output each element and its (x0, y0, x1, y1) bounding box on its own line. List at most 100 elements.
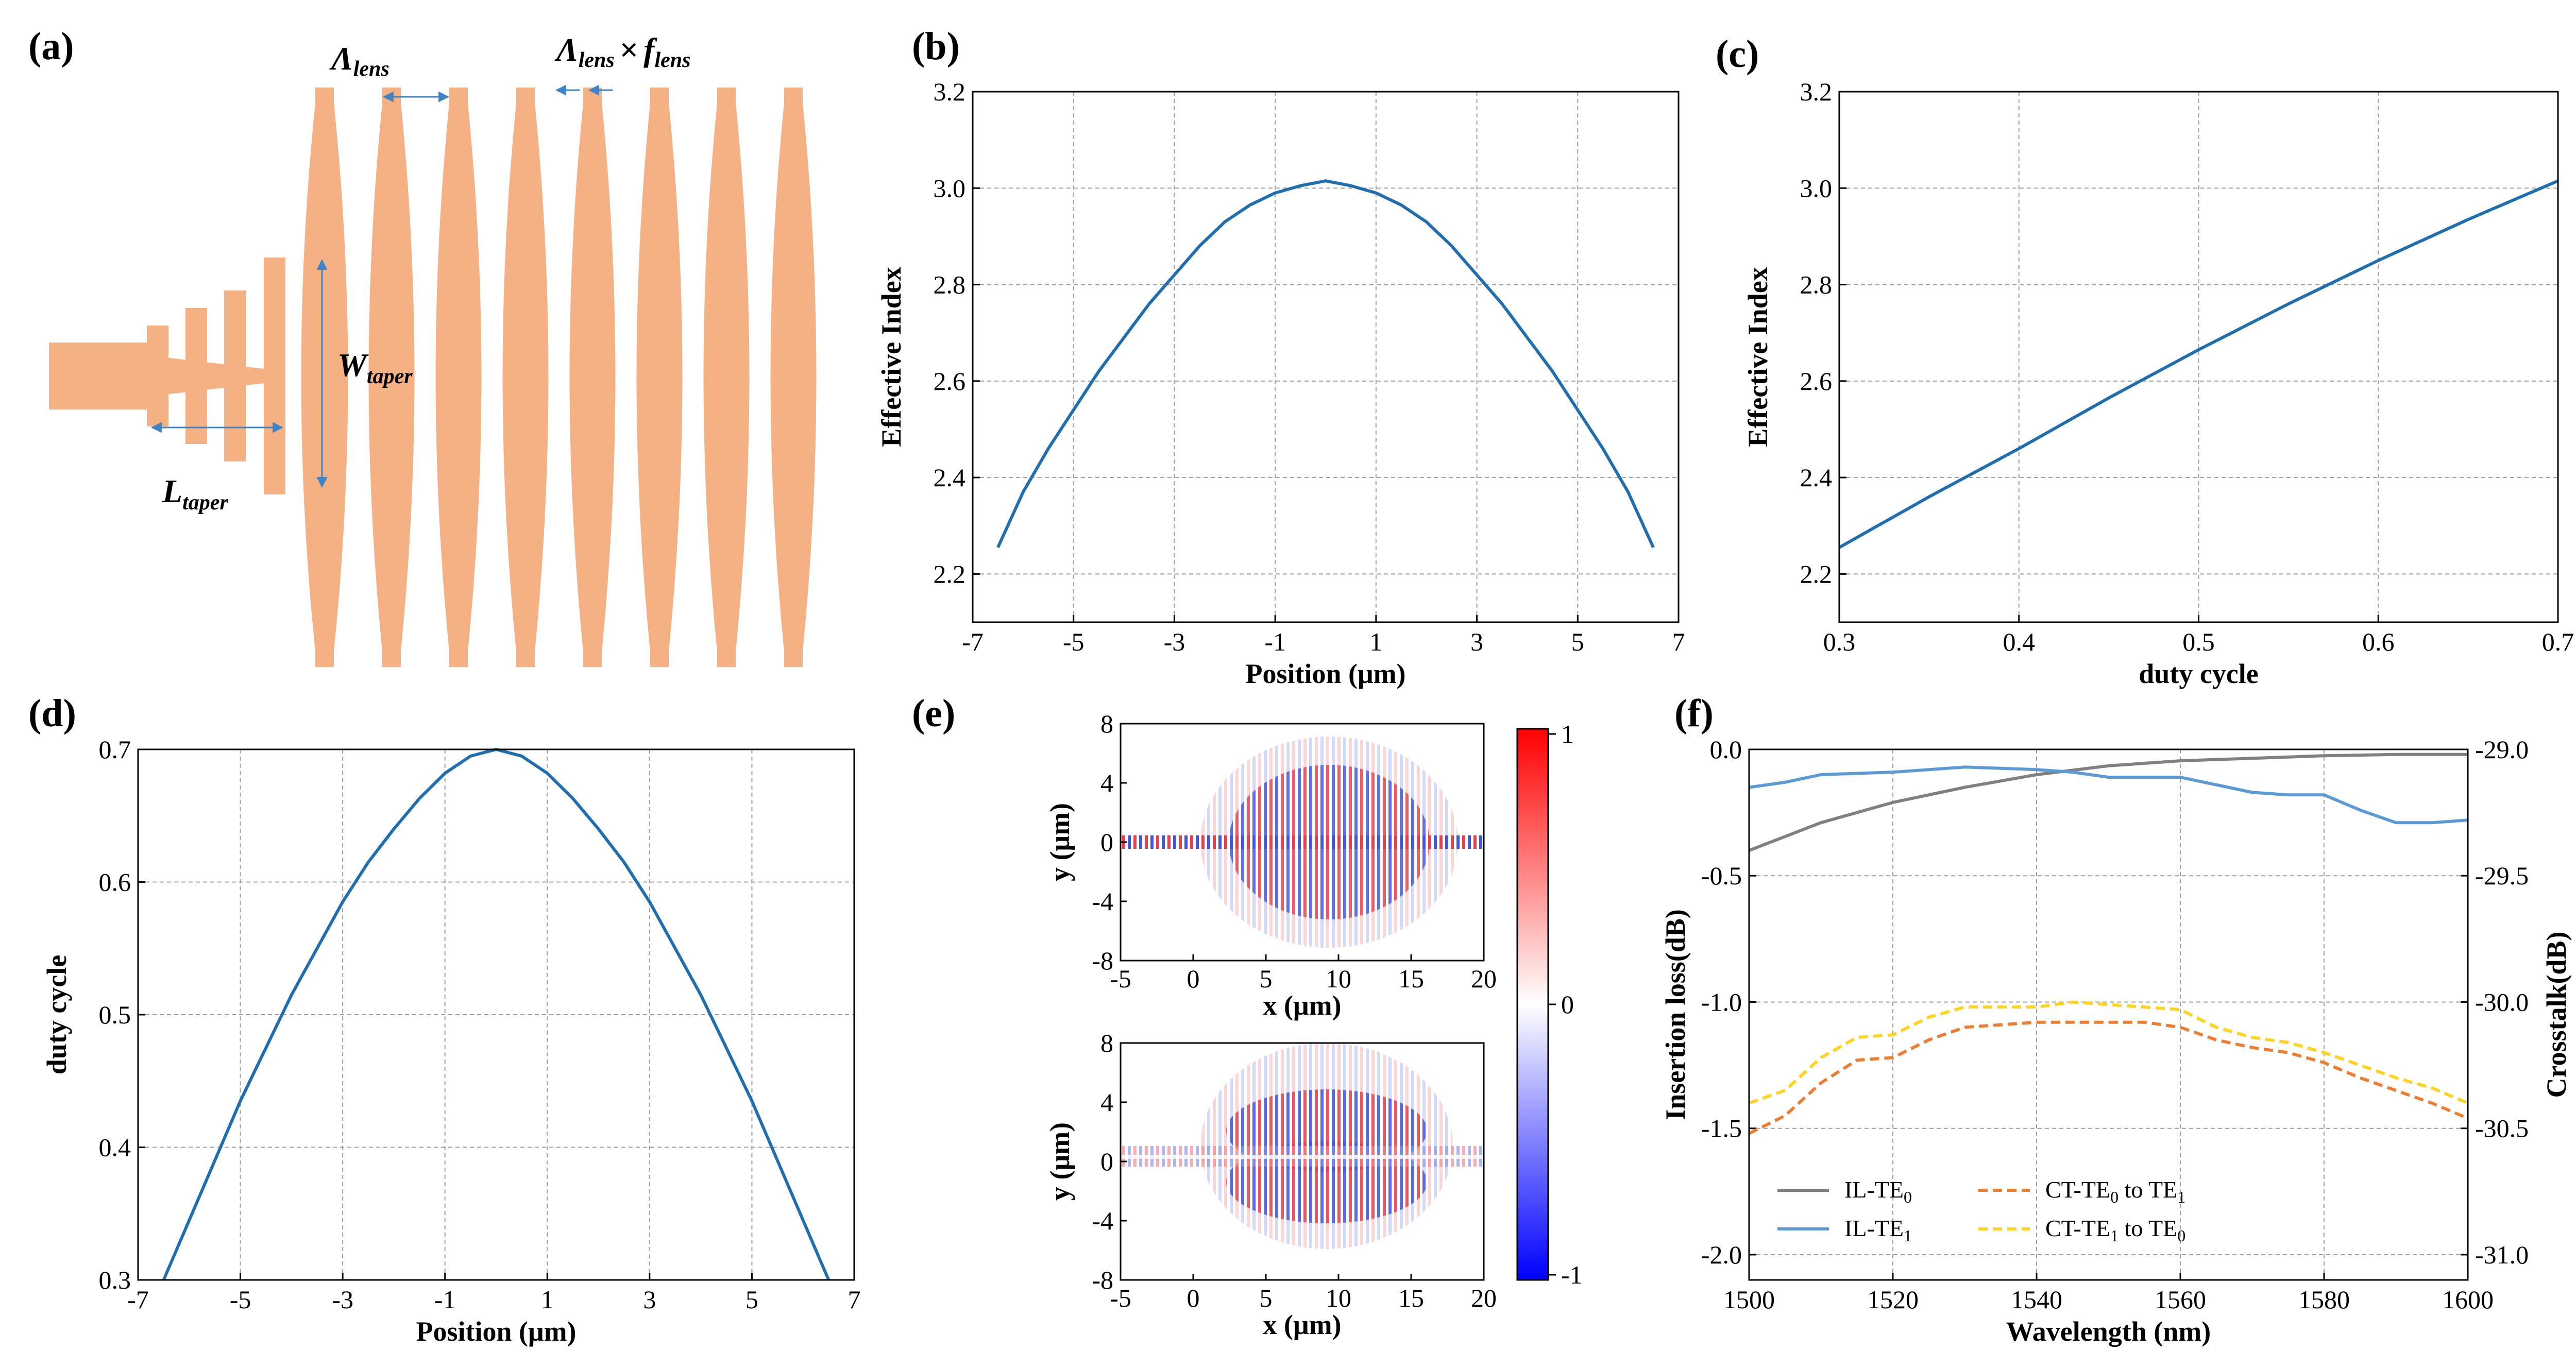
y-tick-label: 3.2 (934, 77, 966, 106)
series-line (1749, 765, 2468, 825)
x-tick-label: -5 (1063, 627, 1084, 656)
y-tick-label: 0.3 (99, 1266, 131, 1294)
y-tick-label: 2.2 (1800, 559, 1833, 588)
taper-step-4 (264, 258, 285, 494)
y2-axis-label: Crosstalk(dB) (2541, 931, 2572, 1098)
y2-tick-label: -29.5 (2475, 861, 2529, 890)
y-tick-label: -8 (1092, 1266, 1113, 1294)
l-taper-label: Ltaper (162, 473, 228, 515)
w-taper-label: Wtaper (337, 347, 413, 388)
x-tick-label: 0 (1187, 1284, 1200, 1312)
x-tick-label: 1600 (2442, 1285, 2494, 1314)
x-tick-label: 1520 (1867, 1285, 1919, 1314)
panel-label-e: (e) (912, 692, 955, 735)
field-map-1 (1120, 723, 1485, 962)
lens-element (368, 88, 415, 667)
colorbar-ticks: 1 0 -1 (1548, 720, 1583, 1289)
input-waveguide (49, 343, 147, 409)
x-tick-label: 0.5 (2182, 627, 2215, 656)
x-axis-label: Position (μm) (416, 1316, 576, 1347)
y-tick-label: -8 (1092, 946, 1113, 975)
plot-frame (1838, 91, 2559, 623)
y-tick-label: 3.2 (1800, 77, 1833, 106)
lens-element (703, 88, 750, 667)
y-tick-label: 0.7 (99, 735, 131, 764)
colorbar (1516, 728, 1549, 1281)
lens-element (502, 88, 549, 667)
x-tick-label: 7 (848, 1285, 861, 1314)
x-tick-label: 0.3 (1823, 627, 1856, 656)
y2-tick-label: -30.0 (2475, 987, 2529, 1016)
x-tick-label: 10 (1326, 964, 1351, 993)
x-tick-label: 1500 (1723, 1285, 1775, 1314)
x-tick-label: 5 (1260, 1284, 1273, 1312)
colorbar-tick-label: -1 (1561, 1260, 1583, 1289)
x-tick-label: 1580 (2298, 1285, 2350, 1314)
x-tick-label: -3 (1164, 627, 1185, 656)
x-tick-label: 3 (643, 1285, 656, 1314)
lens-element (636, 88, 683, 667)
x-tick-label: -7 (962, 627, 984, 656)
plot-frame (137, 748, 855, 1281)
series-line (1748, 1020, 2469, 1135)
x-tick-label: 5 (1260, 964, 1273, 993)
legend-entry: CT-TE1 to TE0 (2045, 1215, 2185, 1245)
x-tick-label: -3 (332, 1285, 353, 1314)
legend-entry: IL-TE1 (1844, 1215, 1912, 1245)
y-tick-label: -4 (1092, 1206, 1113, 1235)
y-axis-label: Insertion loss(dB) (1660, 909, 1691, 1120)
x-tick-label: 10 (1326, 1284, 1351, 1312)
y-axis-label: Effective Index (1742, 267, 1773, 447)
x-tick-label: 7 (1672, 627, 1685, 656)
x-tick-label: 1 (541, 1285, 554, 1314)
y-tick-label: -1.5 (1701, 1114, 1742, 1143)
chart-b: -7 -5 -3 -1 1 3 5 7 2.2 2.4 2.6 2.8 3.0 3.2 Position (… (876, 77, 1685, 689)
x-axis-label: x (μm) (1263, 990, 1341, 1021)
y-tick-label: 3.0 (1800, 174, 1833, 202)
x-tick-label: 0.4 (2003, 627, 2036, 656)
x-tick-label: 20 (1471, 964, 1497, 993)
y2-tick-label: -31.0 (2475, 1240, 2529, 1269)
y-axis-label: y (μm) (1044, 1122, 1075, 1201)
y-tick-label: -2.0 (1701, 1240, 1742, 1269)
x-tick-label: 0 (1187, 964, 1200, 993)
series-line (996, 179, 1655, 549)
x-axis-label: duty cycle (2139, 658, 2258, 689)
y-tick-label: 2.6 (1800, 367, 1833, 396)
lens-element (770, 88, 817, 667)
lambda-lens-label: Λlens (329, 40, 389, 81)
y-tick-label: 2.8 (1800, 270, 1833, 299)
y-tick-label: 0.6 (99, 868, 131, 897)
panel-label-c: (c) (1716, 32, 1759, 76)
x-tick-label: -5 (1110, 964, 1131, 993)
x-tick-label: 5 (1571, 627, 1584, 656)
panel-label-f: (f) (1674, 692, 1714, 735)
x-tick-label: 15 (1398, 964, 1424, 993)
x-tick-label: 1 (1369, 627, 1382, 656)
legend-entry: IL-TE0 (1844, 1176, 1912, 1206)
panel-label-d: (d) (28, 692, 76, 735)
x-axis-label: Wavelength (nm) (2006, 1316, 2211, 1347)
x-tick-label: 1560 (2155, 1285, 2206, 1314)
y-tick-label: 8 (1100, 1029, 1113, 1057)
y-tick-label: -1.0 (1701, 987, 1742, 1016)
y-tick-label: 2.8 (934, 270, 966, 299)
series-line (1748, 753, 2468, 852)
y-tick-label: 0.5 (99, 1000, 131, 1029)
x-tick-label: 0.7 (2542, 627, 2574, 656)
series-line (1749, 1000, 2469, 1105)
x-tick-label: 20 (1471, 1284, 1497, 1312)
plot-frame (1748, 748, 2469, 1281)
y-tick-label: -4 (1092, 887, 1113, 916)
y-tick-label: 2.4 (1800, 463, 1833, 492)
x-axis-label: Position (μm) (1245, 658, 1405, 689)
y-tick-label: 2.6 (934, 367, 966, 396)
x-tick-label: -7 (127, 1285, 149, 1314)
y-tick-label: 2.2 (934, 559, 966, 588)
x-tick-label: -1 (1264, 627, 1286, 656)
y2-tick-label: -30.5 (2475, 1114, 2529, 1143)
y-tick-label: -0.5 (1701, 861, 1742, 890)
x-tick-label: -5 (1110, 1284, 1131, 1312)
y-tick-label: 4 (1100, 768, 1113, 797)
